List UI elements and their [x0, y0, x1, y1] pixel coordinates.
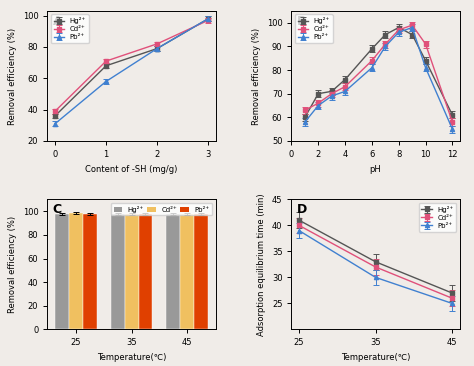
Legend: Hg²⁺, Cd²⁺, Pb²⁺: Hg²⁺, Cd²⁺, Pb²⁺	[295, 14, 333, 43]
Y-axis label: Removal efficiency (%): Removal efficiency (%)	[252, 27, 261, 124]
Bar	[125, 214, 138, 329]
Legend: Hg²⁺, Cd²⁺, Pb²⁺: Hg²⁺, Cd²⁺, Pb²⁺	[51, 14, 89, 43]
Bar	[55, 214, 69, 329]
X-axis label: Temperature(℃): Temperature(℃)	[97, 353, 166, 362]
Y-axis label: Adsorption equilibrium time (min): Adsorption equilibrium time (min)	[257, 193, 266, 336]
Text: A: A	[53, 15, 62, 28]
Text: D: D	[297, 203, 307, 216]
Text: C: C	[53, 203, 62, 216]
Y-axis label: Removal efficiency (%): Removal efficiency (%)	[8, 27, 17, 124]
Legend: Hg²⁺, Cd²⁺, Pb²⁺: Hg²⁺, Cd²⁺, Pb²⁺	[419, 203, 456, 232]
X-axis label: pH: pH	[370, 165, 382, 173]
Bar	[194, 214, 208, 329]
Bar	[83, 214, 97, 329]
Bar	[166, 214, 180, 329]
Y-axis label: Removal efficiency (%): Removal efficiency (%)	[8, 216, 17, 313]
Bar	[69, 213, 83, 329]
Legend: Hg²⁺, Cd²⁺, Pb²⁺: Hg²⁺, Cd²⁺, Pb²⁺	[111, 203, 212, 216]
X-axis label: Temperature(℃): Temperature(℃)	[341, 353, 410, 362]
Bar	[180, 214, 194, 329]
X-axis label: Content of -SH (mg/g): Content of -SH (mg/g)	[85, 165, 178, 173]
Bar	[111, 214, 125, 329]
Bar	[138, 214, 153, 329]
Text: B: B	[297, 15, 306, 28]
